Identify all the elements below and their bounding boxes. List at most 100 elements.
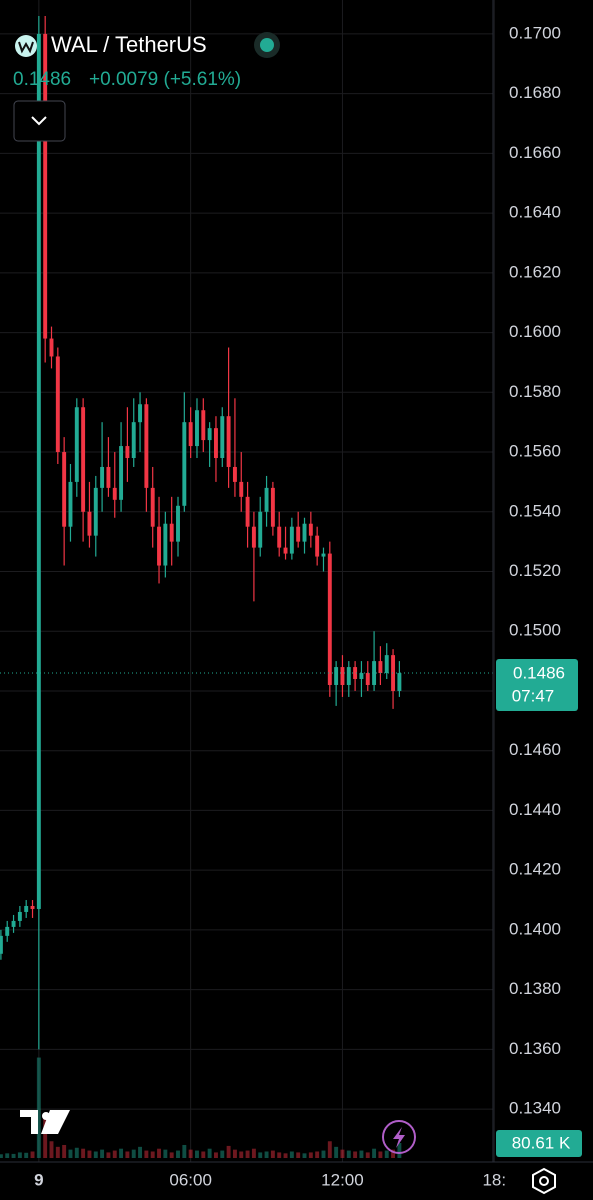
candle-body [144, 404, 149, 488]
volume-bar [81, 1148, 86, 1158]
candle-body [365, 673, 370, 685]
candle-body [131, 422, 136, 459]
volume-bar [334, 1146, 339, 1158]
symbol-title: WAL / TetherUS [51, 32, 207, 57]
volume-bar [384, 1150, 389, 1158]
volume-bar [144, 1150, 149, 1158]
y-tick-label: 0.1700 [509, 23, 561, 42]
candle-body [201, 410, 206, 441]
candle-body [125, 446, 130, 459]
candles [0, 16, 493, 1050]
candle-body [283, 547, 288, 554]
volume-bar [315, 1151, 320, 1158]
chevron-icon [31, 116, 47, 126]
volume-bar [359, 1150, 364, 1158]
candle-body [213, 428, 218, 459]
y-tick-label: 0.1360 [509, 1039, 561, 1058]
candle-body [321, 553, 326, 557]
y-tick-label: 0.1520 [509, 561, 561, 580]
candle-body [93, 487, 98, 536]
volume-bar [55, 1146, 60, 1158]
volume-bar [372, 1148, 377, 1158]
volume-label: 80.61 K [512, 1133, 571, 1152]
volume-bar [100, 1149, 105, 1158]
time-axis: 9 06:00 12:00 18: [34, 1170, 506, 1189]
y-tick-label: 0.1500 [509, 621, 561, 640]
volume-bar [131, 1149, 136, 1158]
candle-body [239, 481, 244, 497]
y-tick-label: 0.1560 [509, 442, 561, 461]
volume-bar [68, 1149, 73, 1158]
volume-bar [30, 1151, 35, 1158]
candle-body [195, 410, 199, 447]
y-tick-label: 0.1680 [509, 83, 561, 102]
volume-bar [239, 1151, 244, 1158]
volume-bar [24, 1152, 29, 1158]
volume-bar [201, 1151, 206, 1158]
candle-body [11, 920, 16, 927]
candle-body [302, 523, 307, 542]
candle-body [55, 356, 60, 453]
volume-bar [150, 1151, 155, 1158]
candle-body [49, 338, 54, 357]
volume-bar [283, 1153, 288, 1158]
candle-body [232, 466, 237, 482]
settings-button[interactable] [532, 1167, 556, 1195]
volume-bar [157, 1148, 161, 1158]
volume-bar [119, 1148, 124, 1158]
volume-bar [296, 1152, 301, 1158]
candle-body [106, 466, 111, 488]
candle-body [100, 466, 105, 488]
candle-body [296, 526, 301, 542]
candle-body [289, 526, 294, 554]
volume-bar [0, 1154, 3, 1158]
candle-body [74, 407, 79, 482]
candle-body [220, 416, 225, 459]
collapse-button[interactable] [13, 100, 66, 142]
candle-body [327, 553, 332, 685]
candle-body [68, 481, 73, 527]
volume-bar [138, 1146, 143, 1158]
last-price-label: 0.1486 [513, 663, 565, 682]
volume-bar [378, 1151, 383, 1158]
y-tick-label: 0.1600 [509, 322, 561, 341]
candle-body [17, 911, 22, 921]
candle-body [87, 511, 92, 536]
volume-bar [270, 1150, 275, 1158]
lightning-button[interactable] [382, 1120, 416, 1154]
volume-bar [232, 1149, 237, 1158]
volume-bar [207, 1148, 212, 1158]
x-tick-label: 12:00 [321, 1170, 364, 1189]
y-tick-label: 0.1620 [509, 262, 561, 281]
candle-body [308, 523, 313, 536]
volume-bar [112, 1150, 117, 1158]
volume-bar [226, 1145, 231, 1158]
volume-bar [87, 1150, 92, 1158]
candle-body [43, 33, 48, 339]
volume-bar [182, 1144, 187, 1158]
candle-body [176, 505, 180, 542]
candle-body [81, 407, 86, 512]
candle-body [372, 661, 377, 685]
volume-bar [11, 1153, 16, 1158]
candle-body [188, 422, 193, 447]
volume-bar [17, 1152, 22, 1158]
candle-body [277, 526, 282, 548]
volume-bar [220, 1150, 225, 1158]
volume-bar [251, 1148, 256, 1158]
status-dot [260, 38, 274, 52]
candle-body [5, 926, 10, 936]
candle-body [334, 667, 339, 685]
candle-body [157, 526, 161, 566]
candle-body [182, 422, 187, 506]
settings-icon [539, 1176, 549, 1186]
volume-bar [258, 1152, 263, 1158]
volume-bar [176, 1150, 180, 1158]
volume-bar [346, 1150, 351, 1158]
candle-body [62, 452, 67, 527]
y-tick-label: 0.1640 [509, 203, 561, 222]
candle-body [391, 655, 396, 691]
candle-body [138, 404, 143, 423]
